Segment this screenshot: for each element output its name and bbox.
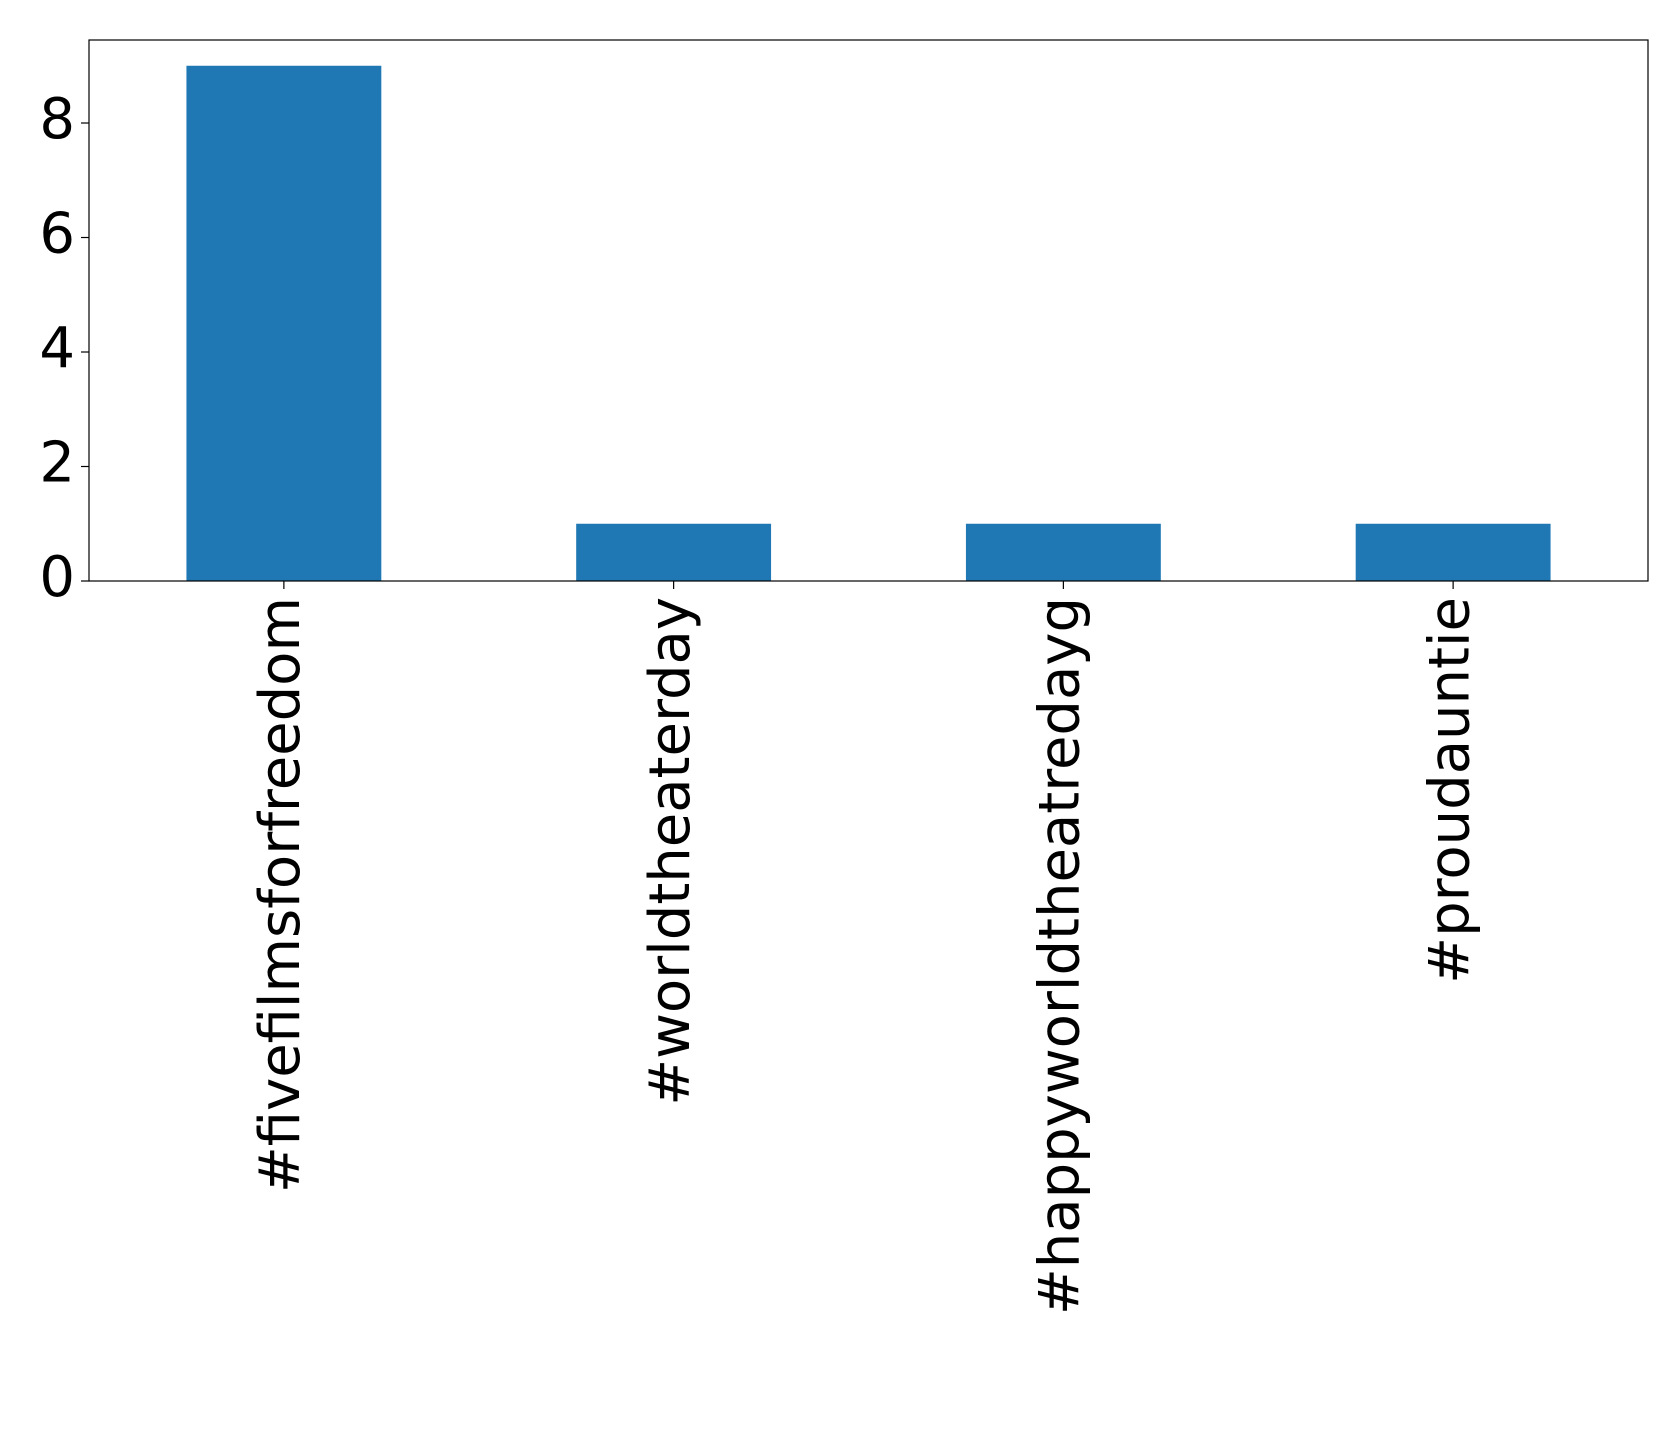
y-tick-label: 2 — [39, 431, 75, 496]
y-tick-label: 8 — [39, 87, 75, 152]
x-tick-label: #proudauntie — [1417, 597, 1482, 984]
bar — [1355, 523, 1551, 581]
plot-frame — [88, 39, 1649, 582]
bar — [965, 523, 1161, 581]
y-tick-label: 4 — [39, 316, 75, 381]
x-tick-label: #happyworldtheatredayg — [1028, 597, 1093, 1315]
bar — [576, 523, 772, 581]
y-tick-label: 0 — [39, 545, 75, 610]
y-tick-label: 6 — [39, 202, 75, 267]
x-tick-label: #worldtheaterday — [638, 597, 703, 1106]
x-tick-label: #fivefilmsforfreedom — [248, 597, 313, 1193]
bar — [186, 65, 382, 581]
